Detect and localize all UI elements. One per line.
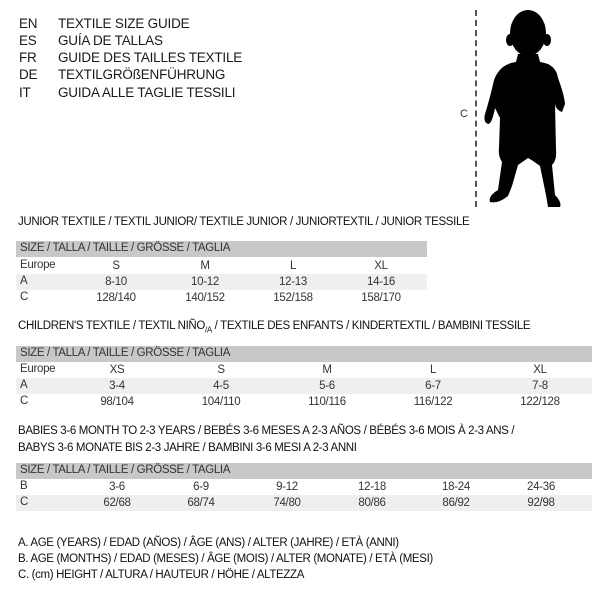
table-row: A 8-10 10-12 12-13 14-16 xyxy=(16,274,427,290)
cell: L xyxy=(429,364,437,376)
babies-size-header: SIZE / TALLA / TAILLE / GRÖSSE / TAGLIA xyxy=(16,463,592,479)
cell: S xyxy=(217,364,225,376)
cell: 12-18 xyxy=(358,481,386,493)
cell: L xyxy=(289,260,297,272)
row-label: Europe xyxy=(20,363,56,375)
cell: 5-6 xyxy=(319,380,335,392)
babies-title-line1: BABIES 3-6 MONTH TO 2-3 YEARS / BEBÉS 3-… xyxy=(18,425,515,437)
cell: 68/74 xyxy=(187,497,215,509)
cell: 9-12 xyxy=(276,481,298,493)
cell: 122/128 xyxy=(520,396,560,408)
cell: 4-5 xyxy=(213,380,229,392)
lang-title: GUIDA ALLE TAGLIE TESSILI xyxy=(58,85,236,100)
legend-item: C. (cm) HEIGHT / ALTURA / HAUTEUR / HÖHE… xyxy=(18,569,305,581)
cell: 116/122 xyxy=(413,396,453,408)
table-row: Europe S M L XL xyxy=(16,258,427,274)
row-label: A xyxy=(20,275,28,287)
lang-code: ES xyxy=(19,33,37,48)
cell: 12-13 xyxy=(279,276,307,288)
legend-item: A. AGE (YEARS) / EDAD (AÑOS) / ÂGE (ANS)… xyxy=(18,537,399,549)
row-label: C xyxy=(20,395,29,407)
cell: M xyxy=(322,364,332,376)
cell: 62/68 xyxy=(103,497,131,509)
cell: 24-36 xyxy=(527,481,555,493)
title-text: CHILDREN'S TEXTILE / TEXTIL NIÑO xyxy=(18,320,205,332)
cell: 80/86 xyxy=(358,497,386,509)
lang-title: TEXTILE SIZE GUIDE xyxy=(58,16,190,31)
cell: 6-7 xyxy=(425,380,441,392)
cell: 152/158 xyxy=(273,292,313,304)
cell: 110/116 xyxy=(308,396,346,408)
table-row: C 98/104 104/110 110/116 116/122 122/128 xyxy=(16,394,592,410)
row-label: C xyxy=(20,496,29,508)
cell: 14-16 xyxy=(367,276,395,288)
children-title: CHILDREN'S TEXTILE / TEXTIL NIÑO/A / TEX… xyxy=(18,320,531,335)
cell: 10-12 xyxy=(191,276,219,288)
baby-silhouette-icon xyxy=(484,10,565,207)
lang-code: DE xyxy=(19,67,38,82)
cell: 7-8 xyxy=(532,380,548,392)
title-text: / TEXTILE DES ENFANTS / KINDERTEXTIL / B… xyxy=(211,320,531,332)
row-label: A xyxy=(20,379,28,391)
cell: 92/98 xyxy=(527,497,555,509)
cell: 158/170 xyxy=(361,292,401,304)
row-label: B xyxy=(20,480,28,492)
cell: 18-24 xyxy=(442,481,470,493)
lang-title: GUIDE DES TAILLES TEXTILE xyxy=(58,50,243,65)
size-header-label: SIZE / TALLA / TAILLE / GRÖSSE / TAGLIA xyxy=(20,242,231,254)
cell: 104/110 xyxy=(201,396,241,408)
table-row: A 3-4 4-5 5-6 6-7 7-8 xyxy=(16,378,592,394)
cell: XL xyxy=(374,260,388,272)
height-label: C xyxy=(460,108,468,120)
junior-size-header: SIZE / TALLA / TAILLE / GRÖSSE / TAGLIA xyxy=(16,241,427,257)
cell: 74/80 xyxy=(273,497,301,509)
cell: 3-4 xyxy=(109,380,125,392)
table-row: B 3-6 6-9 9-12 12-18 18-24 24-36 xyxy=(16,479,592,495)
lang-title: TEXTILGRÖßENFÜHRUNG xyxy=(58,67,226,82)
babies-title-line2: BABYS 3-6 MONATE BIS 2-3 JAHRE / BAMBINI… xyxy=(18,442,357,454)
cell: 98/104 xyxy=(100,396,134,408)
cell: 8-10 xyxy=(105,276,127,288)
cell: 86/92 xyxy=(442,497,470,509)
title-sub: /A xyxy=(204,325,212,335)
height-measure-line xyxy=(475,10,477,207)
lang-code: IT xyxy=(19,85,31,100)
table-row: C 62/68 68/74 74/80 80/86 86/92 92/98 xyxy=(16,495,592,511)
cell: XL xyxy=(533,364,547,376)
children-size-header: SIZE / TALLA / TAILLE / GRÖSSE / TAGLIA xyxy=(16,346,592,362)
cell: M xyxy=(200,260,210,272)
junior-title: JUNIOR TEXTILE / TEXTIL JUNIOR/ TEXTILE … xyxy=(18,216,470,228)
row-label: C xyxy=(20,291,29,303)
size-header-label: SIZE / TALLA / TAILLE / GRÖSSE / TAGLIA xyxy=(20,347,231,359)
cell: 6-9 xyxy=(193,481,209,493)
cell: 128/140 xyxy=(96,292,136,304)
cell: S xyxy=(112,260,120,272)
legend-item: B. AGE (MONTHS) / EDAD (MESES) / ÂGE (MO… xyxy=(18,553,433,565)
lang-code: EN xyxy=(19,16,38,31)
row-label: Europe xyxy=(20,259,56,271)
size-header-label: SIZE / TALLA / TAILLE / GRÖSSE / TAGLIA xyxy=(20,464,231,476)
cell: XS xyxy=(109,364,125,376)
cell: 3-6 xyxy=(109,481,125,493)
lang-code: FR xyxy=(19,50,37,65)
table-row: Europe XS S M L XL xyxy=(16,362,592,378)
cell: 140/152 xyxy=(185,292,225,304)
lang-title: GUÍA DE TALLAS xyxy=(58,33,163,48)
table-row: C 128/140 140/152 152/158 158/170 xyxy=(16,290,427,306)
